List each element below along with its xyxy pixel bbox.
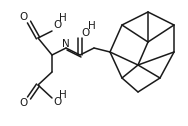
Text: H: H — [59, 90, 67, 100]
Text: O: O — [81, 28, 89, 38]
Text: H: H — [59, 13, 67, 23]
Text: O: O — [53, 20, 61, 30]
Text: H: H — [88, 21, 96, 31]
Text: O: O — [53, 97, 61, 107]
Text: O: O — [20, 12, 28, 22]
Text: N: N — [62, 39, 70, 49]
Text: O: O — [20, 98, 28, 108]
